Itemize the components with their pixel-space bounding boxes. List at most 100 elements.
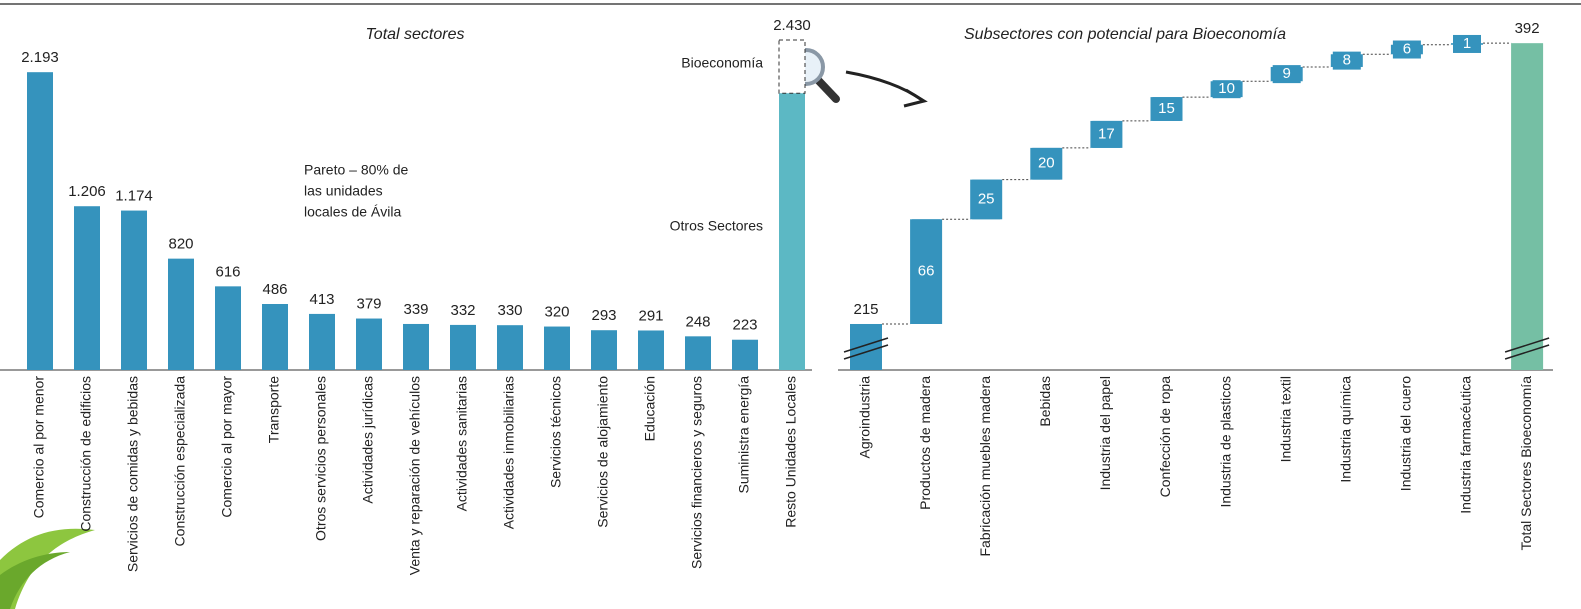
value-label: 616 [215,263,240,280]
x-tick-label: Servicios técnicos [548,376,564,488]
arrow [845,70,928,108]
decor-swoosh [0,552,70,609]
annotation: Bioeconomía [681,55,763,71]
bar [1511,43,1544,371]
value-label: 392 [1515,20,1540,37]
note: locales de Ávila [304,204,401,220]
note: Pareto – 80% de [304,162,409,178]
label-box [912,219,941,324]
value-label: 330 [497,302,522,319]
x-tick-label: Total Sectores Bioeconomía [1518,376,1534,551]
axis-break [1504,337,1550,353]
annotation: Otros Sectores [670,218,763,234]
label-box [1032,147,1061,180]
bar [121,210,147,370]
value-label: 1.174 [115,188,153,205]
bar [544,326,570,370]
x-tick-label: Transporte [266,376,282,443]
note: las unidades [304,183,383,199]
bar [591,330,617,370]
label-box [972,179,1001,220]
bar [74,206,100,370]
value-label: 17 [1098,125,1115,142]
label-box [1212,80,1241,99]
x-tick-label: Otros servicios personales [313,376,329,541]
x-tick-label: Comercio al por menor [31,376,47,519]
x-tick-label: Servicios de comidas y bebidas [125,376,141,572]
x-tick-label: Agroindustria [857,376,873,459]
decor-swoosh [0,528,95,609]
value-label: 1 [1463,35,1471,52]
value-label: 6 [1403,40,1411,57]
x-tick-label: Servicios financieros y seguros [689,376,705,569]
x-tick-label: Suministra energía [736,376,752,494]
x-tick-label: Industria del cuero [1398,376,1414,491]
bar [309,313,335,370]
bar [27,72,53,371]
bar [356,318,382,370]
value-label: 291 [638,307,663,324]
value-label: 15 [1158,100,1175,117]
bar [450,324,476,370]
bar [497,325,523,370]
bar [262,304,288,370]
x-tick-label: Industria de plasticos [1217,376,1233,508]
x-tick-label: Construcción especializada [172,376,188,547]
x-tick-label: Actividades sanitarias [454,376,470,511]
value-label: 248 [685,313,710,330]
axis-break [1504,344,1550,360]
value-label: 223 [732,317,757,334]
x-tick-label: Fabricación muebles madera [977,376,993,557]
label-box [1092,120,1121,148]
label-box [1392,40,1421,59]
bar [685,336,711,370]
value-label: 293 [591,307,616,324]
value-label: 9 [1283,65,1291,82]
label-box [1152,97,1181,121]
value-label: 25 [978,190,995,207]
label-box [1272,65,1301,84]
value-label: 379 [356,295,381,312]
value-label: 339 [403,301,428,318]
axis-break [843,344,889,360]
bar [168,258,194,370]
x-tick-label: Productos de madera [917,376,933,510]
value-label: 10 [1218,80,1235,97]
value-label: 2.430 [773,17,811,34]
x-tick-label: Actividades jurídicas [360,376,376,504]
value-label: 486 [262,281,287,298]
value-label: 413 [309,291,334,308]
value-label: 820 [168,236,193,253]
value-label: 2.193 [21,49,59,66]
x-tick-label: Bebidas [1037,376,1053,427]
bar [403,323,429,370]
x-tick-label: Resto Unidades Locales [783,376,799,528]
x-tick-label: Industria textil [1277,376,1293,462]
bar [215,286,241,370]
value-label: 215 [853,301,878,318]
x-tick-label: Industria química [1338,376,1354,483]
x-tick-label: Actividades inmobiliarias [501,376,517,529]
axis-break [843,337,889,353]
x-tick-label: Confección de ropa [1157,376,1173,498]
label-box [1332,51,1361,70]
highlight-box [778,39,806,94]
x-tick-label: Industria del papel [1097,376,1113,490]
label-box [1453,34,1481,53]
x-tick-label: Industria farmacéutica [1458,376,1474,514]
value-label: 332 [450,302,475,319]
value-label: 320 [544,304,569,321]
value-label: 66 [918,263,935,280]
x-tick-label: Venta y reparación de vehículos [407,376,423,575]
value-label: 1.206 [68,183,106,200]
bar [850,323,882,370]
bar [732,339,758,370]
chart-title: Total sectores [365,26,464,43]
x-tick-label: Educación [642,376,658,441]
x-tick-label: Comercio al por mayor [219,376,235,518]
value-label: 20 [1038,155,1055,172]
bar [779,40,805,370]
value-label: 8 [1343,52,1351,69]
